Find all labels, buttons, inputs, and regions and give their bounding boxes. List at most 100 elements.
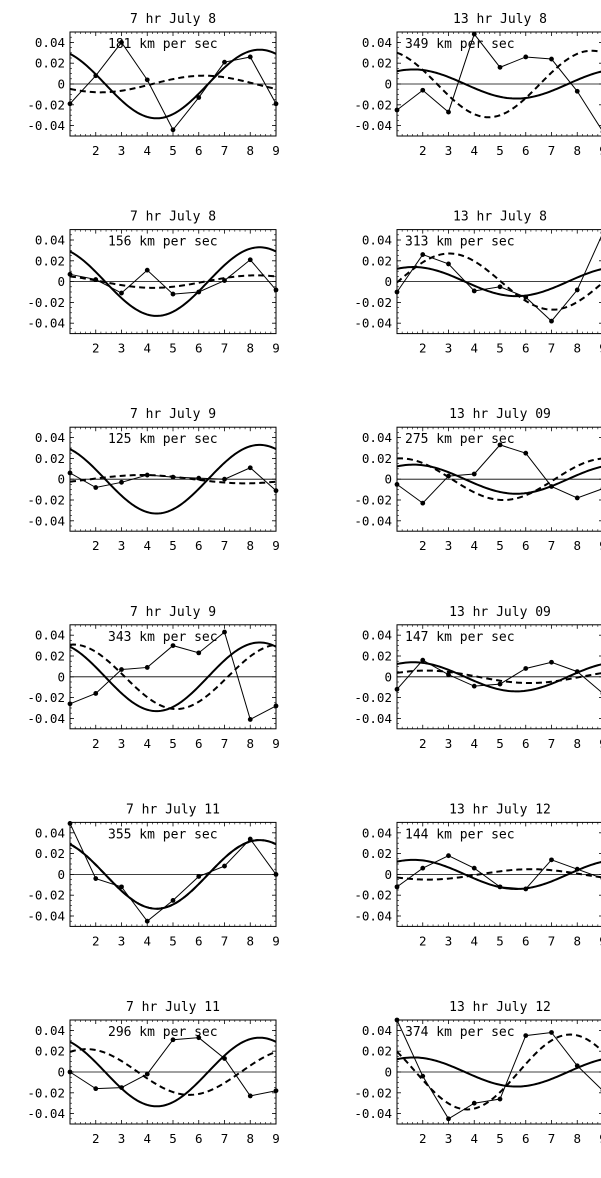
y-tick-label: 0 — [384, 669, 392, 684]
y-tick-label: 0.04 — [35, 233, 65, 248]
x-tick-label: 5 — [169, 933, 177, 948]
panel-title: 7 hr July 11 — [126, 802, 220, 817]
panel-2: 13 hr July 8 2 3 4 5 6 7 8 9 0.04 0.02 0 -0.02 -0.04 3… — [354, 12, 601, 158]
y-tick-label: -0.02 — [27, 97, 65, 112]
observed-point — [420, 1073, 426, 1079]
x-tick-label: 8 — [573, 933, 581, 948]
observed-point — [273, 1088, 279, 1094]
observed-point — [420, 865, 426, 871]
observed-line — [396, 444, 601, 504]
observed-point — [222, 863, 227, 869]
y-tick-label: 0.04 — [362, 430, 392, 445]
x-tick-label: 9 — [599, 736, 601, 751]
observed-point — [394, 686, 400, 692]
y-tick-label: 0.02 — [35, 253, 65, 268]
x-tick-label: 5 — [169, 736, 177, 751]
observed-point — [196, 475, 202, 481]
x-tick-label: 8 — [246, 538, 254, 553]
panel-title: 7 hr July 9 — [130, 407, 216, 422]
observed-point — [273, 872, 279, 877]
x-tick-label: 4 — [470, 1131, 478, 1146]
observed-point — [420, 500, 426, 506]
y-tick-label: 0.02 — [362, 253, 392, 268]
y-tick-label: -0.02 — [27, 1085, 65, 1100]
y-tick-label: 0 — [384, 472, 392, 487]
observed-point — [523, 54, 529, 60]
x-tick-label: 3 — [118, 538, 126, 553]
y-tick-label: 0 — [384, 77, 392, 92]
observed-line — [69, 41, 277, 131]
x-tick-label: 6 — [522, 341, 530, 356]
y-tick-label: -0.04 — [27, 316, 65, 331]
speed-annotation: 275 km per sec — [405, 432, 515, 447]
observed-point — [497, 884, 503, 890]
reference-curve — [69, 48, 277, 120]
y-tick-label: -0.04 — [27, 1106, 65, 1121]
panel-title: 13 hr July 12 — [449, 802, 551, 817]
observed-point — [119, 667, 124, 672]
speed-annotation: 374 km per sec — [405, 1025, 515, 1040]
x-tick-label: 3 — [118, 736, 126, 751]
panel-title: 13 hr July 8 — [453, 210, 547, 225]
observed-point — [67, 1069, 73, 1075]
speed-annotation: 296 km per sec — [108, 1025, 218, 1040]
y-tick-label: -0.02 — [354, 1085, 392, 1100]
y-tick-label: 0.02 — [35, 846, 65, 861]
panel-title: 13 hr July 09 — [449, 605, 551, 620]
x-tick-label: 8 — [573, 538, 581, 553]
observed-point — [549, 318, 554, 324]
speed-annotation: 147 km per sec — [405, 630, 515, 645]
y-tick-label: -0.04 — [354, 118, 392, 133]
x-tick-label: 6 — [195, 1131, 203, 1146]
observed-point — [222, 629, 227, 635]
observed-point — [170, 474, 176, 480]
observed-point — [196, 1035, 202, 1041]
observed-point — [471, 1100, 477, 1106]
speed-annotation: 349 km per sec — [405, 37, 515, 52]
x-tick-label: 6 — [522, 933, 530, 948]
y-tick-label: -0.04 — [354, 711, 392, 726]
observed-point — [273, 703, 279, 709]
fit-curve — [396, 1033, 601, 1111]
observed-point — [170, 291, 176, 297]
observed-point — [471, 683, 477, 689]
observed-point — [247, 836, 253, 842]
x-tick-label: 9 — [599, 341, 601, 356]
x-tick-label: 4 — [143, 143, 151, 158]
y-tick-label: 0 — [57, 472, 65, 487]
x-tick-label: 4 — [470, 933, 478, 948]
y-tick-label: 0.04 — [362, 35, 392, 50]
x-tick-label: 7 — [221, 341, 229, 356]
x-tick-label: 6 — [522, 736, 530, 751]
x-tick-label: 3 — [118, 341, 126, 356]
observed-point — [67, 470, 73, 476]
speed-annotation: 313 km per sec — [405, 235, 515, 250]
observed-point — [394, 482, 400, 487]
observed-point — [471, 31, 477, 37]
observed-point — [93, 1086, 99, 1092]
y-tick-label: 0.04 — [35, 628, 65, 643]
y-tick-label: -0.02 — [354, 888, 392, 903]
x-tick-label: 9 — [272, 736, 280, 751]
x-tick-label: 7 — [548, 143, 556, 158]
observed-point — [170, 1037, 176, 1043]
panel-9: 7 hr July 11 2 3 4 5 6 7 8 9 0.04 0.02 0 -0.02 -0.04 3… — [27, 802, 279, 948]
x-tick-label: 7 — [221, 538, 229, 553]
observed-point — [446, 853, 451, 859]
observed-point — [119, 1085, 124, 1090]
y-tick-label: 0.02 — [362, 649, 392, 664]
x-tick-label: 2 — [419, 736, 427, 751]
y-tick-label: -0.02 — [354, 690, 392, 705]
y-tick-label: 0.04 — [35, 825, 65, 840]
x-tick-label: 9 — [599, 1131, 601, 1146]
observed-point — [523, 1033, 529, 1038]
y-tick-label: 0.02 — [35, 1044, 65, 1059]
x-tick-label: 5 — [496, 143, 504, 158]
y-tick-label: -0.02 — [27, 295, 65, 310]
observed-point — [196, 650, 202, 656]
panel-10: 13 hr July 12 2 3 4 5 6 7 8 9 0.04 0.02 0 -0.02 -0.04… — [354, 802, 601, 948]
observed-point — [119, 290, 124, 296]
x-tick-label: 5 — [169, 1131, 177, 1146]
observed-point — [446, 261, 451, 267]
